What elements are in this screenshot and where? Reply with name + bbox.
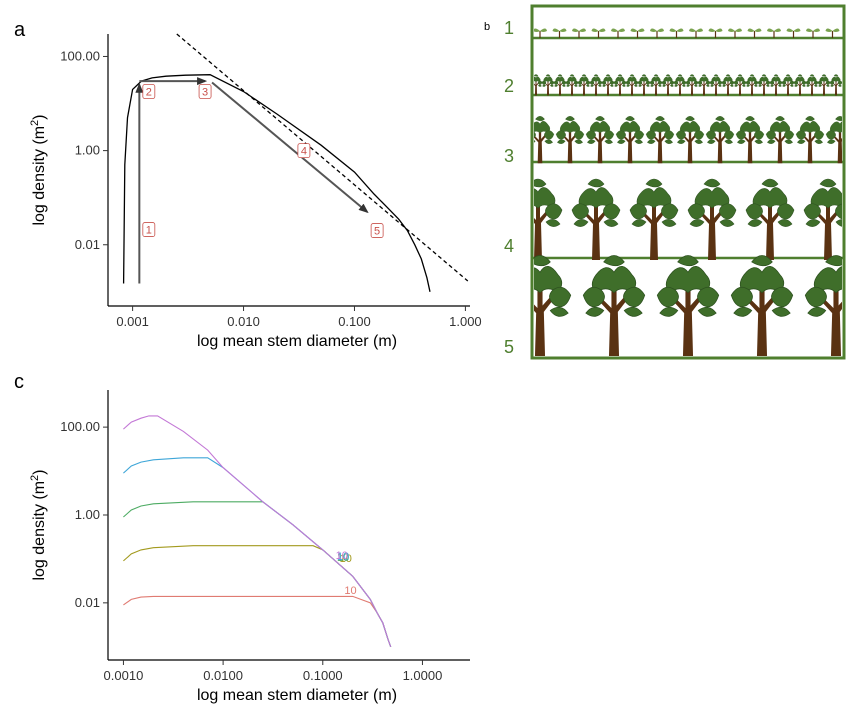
stage-label-1: 1 bbox=[504, 18, 514, 38]
panel-a-letter: a bbox=[14, 19, 26, 41]
x-tick-label: 0.0100 bbox=[203, 668, 243, 683]
x-tick-label: 0.001 bbox=[116, 314, 149, 329]
series-end-label-2: 10 bbox=[340, 553, 352, 565]
stage-label-2: 2 bbox=[504, 76, 514, 96]
y-tick-label: 0.01 bbox=[75, 595, 100, 610]
step-label-1: 1 bbox=[146, 225, 152, 237]
y-tick-label: 100.00 bbox=[60, 48, 100, 63]
step-arrow-3 bbox=[211, 81, 369, 214]
y-tick-label: 100.00 bbox=[60, 419, 100, 434]
stage-label-5: 5 bbox=[504, 337, 514, 357]
x-tick-label: 0.100 bbox=[338, 314, 371, 329]
series-end-label-3: 10 bbox=[337, 552, 349, 564]
x-tick-label: 1.0000 bbox=[403, 668, 443, 683]
series-end-label-5: 10 bbox=[336, 550, 348, 562]
x-axis-title: log mean stem diameter (m) bbox=[197, 687, 397, 704]
x-tick-label: 0.010 bbox=[227, 314, 260, 329]
x-tick-label: 0.1000 bbox=[303, 668, 343, 683]
stage-label-3: 3 bbox=[504, 146, 514, 166]
step-label-box-5 bbox=[370, 223, 384, 238]
series-line-5 bbox=[123, 415, 392, 647]
step-label-4: 4 bbox=[301, 146, 307, 158]
step-label-box-1 bbox=[142, 222, 156, 237]
chart-panel-c: 0.01 1.00 100.00 0.0010 0.0100 0.1000 1.0000 lo… bbox=[29, 390, 470, 704]
series-end-label-4: 10 bbox=[337, 551, 349, 563]
stage-frame bbox=[530, 4, 846, 360]
y-axis-title: log density (m2) bbox=[29, 469, 48, 580]
series-line-1 bbox=[122, 74, 431, 292]
step-label-box-3 bbox=[198, 84, 212, 99]
y-tick-label: 0.01 bbox=[75, 237, 100, 252]
chart-panel-a: 0.01 1.00 100.00 0.001 0.010 0.100 1.000 log me… bbox=[29, 33, 482, 350]
y-tick-label: 1.00 bbox=[75, 507, 100, 522]
y-tick-label: 1.00 bbox=[75, 143, 100, 158]
x-tick-label: 0.0010 bbox=[104, 668, 144, 683]
stage-label-4: 4 bbox=[504, 236, 514, 256]
series-line-1 bbox=[123, 595, 392, 647]
step-label-2: 2 bbox=[146, 87, 152, 99]
panel-c-letter: c bbox=[14, 371, 24, 393]
panel-b-letter: b bbox=[484, 21, 490, 33]
x-tick-label: 1.000 bbox=[449, 314, 482, 329]
series-line-2 bbox=[176, 33, 469, 282]
series-end-label-1: 10 bbox=[344, 585, 356, 597]
illustration-panel-b: 1 2 3 4 5 bbox=[504, 4, 846, 360]
step-label-3: 3 bbox=[202, 87, 208, 99]
y-axis-title: log density (m2) bbox=[29, 114, 48, 225]
x-axis-title: log mean stem diameter (m) bbox=[197, 333, 397, 350]
step-label-box-4 bbox=[297, 143, 311, 159]
step-label-5: 5 bbox=[374, 226, 380, 238]
step-label-box-2 bbox=[142, 84, 156, 99]
